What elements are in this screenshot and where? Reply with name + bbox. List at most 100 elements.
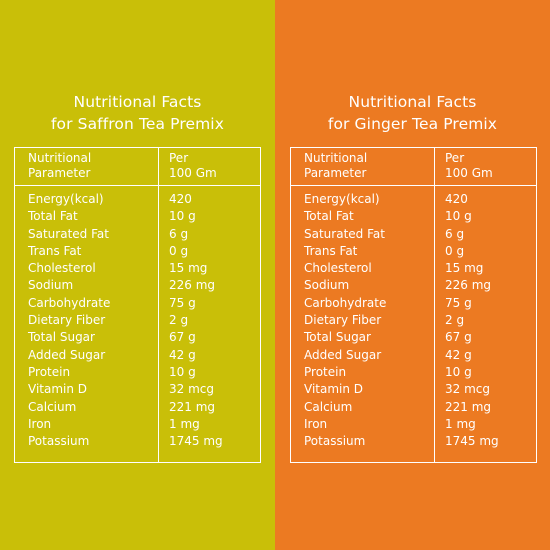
table-row: Carbohydrate 75 g (291, 295, 536, 312)
table-row: Added Sugar 42 g (15, 347, 260, 364)
nutrient-value: 1 mg (169, 416, 200, 431)
header-parameter: Nutritional Parameter (304, 151, 367, 181)
nutrient-name: Cholesterol (304, 261, 372, 276)
nutrient-name: Added Sugar (28, 347, 106, 362)
nutrient-name: Protein (304, 364, 347, 379)
nutrient-name: Calcium (28, 399, 77, 414)
nutrient-value: 67 g (169, 330, 196, 345)
header-parameter-line2: Parameter (304, 166, 367, 180)
nutrient-value: 221 mg (445, 399, 492, 414)
nutrient-name: Energy(kcal) (304, 192, 380, 206)
nutrient-value: 1 mg (445, 416, 476, 431)
nutrient-name: Protein (28, 364, 71, 379)
nutrient-name: Total Fat (304, 209, 354, 224)
table-row: Dietary Fiber 2 g (15, 312, 260, 329)
table-row: Saturated Fat 6 g (15, 226, 260, 243)
table-column-divider (158, 148, 159, 462)
header-parameter-line2: Parameter (28, 166, 91, 180)
table-row: Cholesterol 15 mg (291, 260, 536, 277)
nutrient-value: 75 g (169, 295, 196, 310)
header-per: Per 100 Gm (169, 151, 217, 181)
header-per-line1: Per (445, 151, 465, 165)
table-row: Carbohydrate 75 g (15, 295, 260, 312)
table-row: Dietary Fiber 2 g (291, 312, 536, 329)
nutrient-value: 2 g (445, 313, 465, 328)
nutrient-value: 221 mg (169, 399, 216, 414)
table-row: Total Fat 10 g (15, 208, 260, 225)
header-per-line2: 100 Gm (445, 166, 493, 180)
saffron-title: Nutritional Facts for Saffron Tea Premix (0, 91, 275, 135)
table-row: Vitamin D 32 mcg (15, 381, 260, 398)
nutrient-name: Calcium (304, 399, 353, 414)
saffron-nutrition-table: Nutritional Parameter Per 100 Gm Energy(… (14, 147, 261, 463)
nutrient-name: Cholesterol (28, 261, 96, 276)
table-row: Trans Fat 0 g (15, 243, 260, 260)
ginger-title-line2: for Ginger Tea Premix (327, 115, 498, 133)
nutrient-name: Trans Fat (28, 243, 82, 258)
table-row: Cholesterol 15 mg (15, 260, 260, 277)
nutrient-name: Iron (304, 416, 328, 431)
saffron-panel: Nutritional Facts for Saffron Tea Premix… (0, 0, 275, 550)
ginger-title: Nutritional Facts for Ginger Tea Premix (275, 91, 550, 135)
table-row: Iron 1 mg (15, 416, 260, 433)
nutrient-value: 226 mg (169, 278, 216, 293)
table-rows: Energy(kcal) 420 Total Fat 10 g Saturated Fa… (15, 191, 260, 450)
nutrient-name: Carbohydrate (28, 295, 111, 310)
header-parameter: Nutritional Parameter (28, 151, 91, 181)
nutrient-value: 0 g (445, 243, 465, 258)
nutrient-value: 0 g (169, 243, 189, 258)
saffron-title-line2: for Saffron Tea Premix (51, 115, 224, 133)
nutrient-value: 420 (445, 192, 468, 206)
nutrient-value: 10 g (169, 364, 196, 379)
nutrient-name: Saturated Fat (28, 226, 109, 241)
ginger-nutrition-table: Nutritional Parameter Per 100 Gm Energy(… (290, 147, 537, 463)
header-per-line1: Per (169, 151, 189, 165)
nutrient-name: Potassium (28, 434, 90, 449)
nutrient-name: Total Sugar (304, 330, 371, 345)
nutrient-name: Saturated Fat (304, 226, 385, 241)
ginger-title-line1: Nutritional Facts (348, 93, 477, 111)
nutrient-name: Dietary Fiber (304, 313, 382, 328)
table-row: Protein 10 g (291, 364, 536, 381)
table-row: Total Sugar 67 g (291, 329, 536, 346)
nutrient-value: 75 g (445, 295, 472, 310)
table-header-divider (15, 185, 260, 186)
nutrient-value: 6 g (445, 226, 465, 241)
table-rows: Energy(kcal) 420 Total Fat 10 g Saturated Fa… (291, 191, 536, 450)
nutrient-value: 42 g (169, 347, 196, 362)
nutrient-name: Vitamin D (304, 382, 364, 397)
table-row: Sodium 226 mg (291, 277, 536, 294)
table-row: Total Fat 10 g (291, 208, 536, 225)
header-parameter-line1: Nutritional (28, 151, 92, 165)
nutrient-name: Trans Fat (304, 243, 358, 258)
nutrient-value: 226 mg (445, 278, 492, 293)
nutrient-name: Iron (28, 416, 52, 431)
table-row: Energy(kcal) 420 (15, 191, 260, 208)
nutrient-value: 32 mcg (169, 382, 214, 397)
table-row: Total Sugar 67 g (15, 329, 260, 346)
nutrient-value: 10 g (169, 209, 196, 224)
ginger-panel: Nutritional Facts for Ginger Tea Premix … (275, 0, 550, 550)
nutrient-value: 1745 mg (169, 434, 223, 449)
nutrient-name: Potassium (304, 434, 366, 449)
table-row: Vitamin D 32 mcg (291, 381, 536, 398)
table-column-divider (434, 148, 435, 462)
nutrient-value: 15 mg (169, 261, 208, 276)
table-row: Potassium 1745 mg (15, 433, 260, 450)
table-row: Added Sugar 42 g (291, 347, 536, 364)
table-row: Protein 10 g (15, 364, 260, 381)
nutrient-name: Carbohydrate (304, 295, 387, 310)
nutrient-value: 32 mcg (445, 382, 490, 397)
nutrient-name: Added Sugar (304, 347, 382, 362)
table-row: Calcium 221 mg (291, 399, 536, 416)
nutrient-value: 1745 mg (445, 434, 499, 449)
table-row: Saturated Fat 6 g (291, 226, 536, 243)
nutrient-name: Energy(kcal) (28, 192, 104, 206)
table-row: Potassium 1745 mg (291, 433, 536, 450)
header-per-line2: 100 Gm (169, 166, 217, 180)
table-row: Trans Fat 0 g (291, 243, 536, 260)
nutrient-value: 420 (169, 192, 192, 206)
nutrient-name: Sodium (304, 278, 350, 293)
nutrient-value: 10 g (445, 209, 472, 224)
